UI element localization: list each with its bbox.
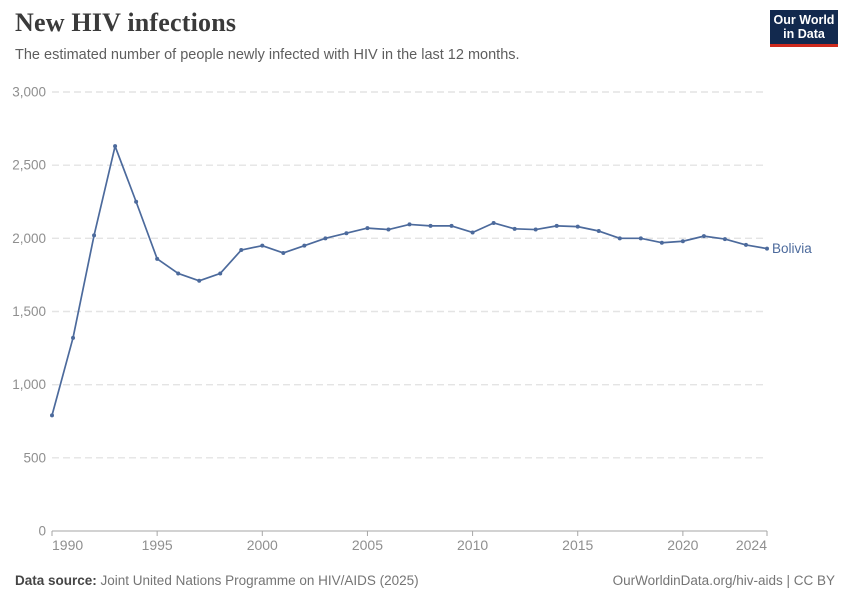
x-axis-tick-label: 2010 (457, 537, 488, 553)
chart-subtitle: The estimated number of people newly inf… (15, 47, 520, 63)
y-axis-tick-label: 3,000 (12, 85, 46, 100)
data-point-marker[interactable] (176, 271, 181, 276)
data-source-text: Joint United Nations Programme on HIV/AI… (96, 573, 419, 588)
x-axis-tick-label: 2005 (352, 537, 383, 553)
data-point-marker[interactable] (218, 271, 223, 276)
data-point-marker[interactable] (533, 227, 538, 232)
data-point-marker[interactable] (596, 229, 601, 234)
y-axis-tick-label: 2,500 (12, 158, 46, 173)
data-point-marker[interactable] (323, 236, 328, 241)
data-point-marker[interactable] (155, 256, 160, 261)
chart-header: New HIV infections The estimated number … (15, 8, 755, 63)
data-point-marker[interactable] (71, 335, 76, 340)
x-axis-tick-label: 2020 (667, 537, 698, 553)
data-point-marker[interactable] (428, 223, 433, 228)
data-point-marker[interactable] (449, 223, 454, 228)
y-axis-tick-label: 2,000 (12, 231, 46, 246)
owid-logo-line1: Our World (773, 13, 835, 27)
owid-url-license-link[interactable]: OurWorldinData.org/hiv-aids | CC BY (612, 573, 835, 588)
data-point-marker[interactable] (386, 227, 391, 232)
series-line[interactable] (51, 145, 768, 417)
x-axis-tick-label: 1995 (142, 537, 173, 553)
data-point-marker[interactable] (659, 240, 664, 245)
owid-logo-line2: in Data (783, 27, 825, 41)
data-point-marker[interactable] (302, 243, 307, 248)
data-point-marker[interactable] (638, 236, 643, 241)
data-point-marker[interactable] (92, 233, 97, 238)
x-axis-tick-label: 1990 (52, 537, 83, 553)
data-point-marker[interactable] (743, 242, 748, 247)
data-point-marker[interactable] (197, 278, 202, 283)
data-point-marker[interactable] (407, 222, 412, 227)
data-point-marker[interactable] (701, 234, 706, 239)
data-point-marker[interactable] (50, 413, 54, 418)
data-point-marker[interactable] (491, 220, 496, 225)
data-point-marker[interactable] (680, 239, 685, 244)
y-axis-tick-label: 1,000 (12, 377, 46, 392)
data-point-marker[interactable] (134, 199, 139, 204)
data-point-marker[interactable] (512, 226, 517, 231)
page-title: New HIV infections (15, 8, 237, 37)
data-source: Data source: Joint United Nations Progra… (15, 573, 419, 588)
chart-footer: Data source: Joint United Nations Progra… (15, 573, 835, 588)
data-point-marker[interactable] (554, 223, 559, 228)
data-point-marker[interactable] (575, 224, 580, 229)
data-point-marker[interactable] (344, 231, 349, 236)
x-axis-tick-label: 2015 (562, 537, 593, 553)
data-point-marker[interactable] (260, 243, 265, 248)
owid-logo[interactable]: Our World in Data (770, 10, 838, 47)
y-axis-tick-label: 0 (38, 524, 46, 539)
data-source-label: Data source: (15, 573, 97, 588)
x-axis-tick-label: 2024 (736, 537, 767, 553)
data-point-marker[interactable] (281, 250, 286, 255)
entity-label[interactable]: Bolivia (772, 241, 812, 256)
data-point-marker[interactable] (113, 144, 118, 149)
data-point-marker[interactable] (365, 226, 370, 231)
data-point-marker[interactable] (239, 248, 244, 253)
data-point-marker[interactable] (722, 237, 727, 242)
y-axis-tick-label: 500 (23, 450, 46, 465)
y-axis-tick-label: 1,500 (12, 304, 46, 319)
x-axis-tick-label: 2000 (247, 537, 278, 553)
data-point-marker[interactable] (470, 230, 475, 235)
data-point-marker[interactable] (765, 246, 769, 251)
data-point-marker[interactable] (617, 236, 622, 241)
